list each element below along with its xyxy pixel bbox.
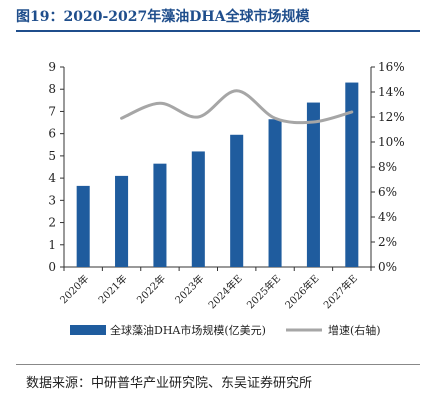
y-right-tick-label: 16% [378,60,405,74]
source-rule [16,364,420,365]
legend-line-label: 增速(右轴) [328,323,381,337]
bar-series [76,82,359,267]
bar [153,163,167,267]
y-left-tick-label: 1 [48,238,56,252]
y-left-tick-label: 5 [48,149,56,163]
x-tick-label: 2025年E [244,272,283,311]
y-left-tick-label: 0 [48,260,56,274]
source-note: 数据来源：中研普华产业研究院、东吴证券研究所 [26,376,313,391]
y-right-tick-label: 6% [378,185,397,199]
y-right-tick-label: 4% [378,210,397,224]
x-tick-label: 2026年E [282,272,321,311]
chart-legend: 全球藻油DHA市场规模(亿美元) 增速(右轴) [70,323,381,337]
y-right-tick-label: 0% [378,260,397,274]
bar [230,134,244,267]
y-left-tick-label: 4 [48,171,56,185]
legend-bar-swatch [70,325,106,335]
x-tick-label: 2022年 [134,272,168,306]
x-tick-label: 2021年 [95,272,129,306]
growth-line-series [120,89,354,125]
y-right-tick-label: 8% [378,160,397,174]
y-left-tick-label: 3 [48,193,56,207]
x-tick-label: 2027年E [321,272,360,311]
bar [191,151,205,267]
y-right-tick-label: 10% [378,135,405,149]
y-left-tick-label: 9 [48,60,56,74]
x-tick-label: 2020年 [57,272,91,306]
y-left-tick-label: 7 [48,104,56,118]
bar [268,119,282,267]
y-right-tick-label: 14% [378,85,405,99]
bar [115,175,129,267]
legend-bar-label: 全球藻油DHA市场规模(亿美元) [110,323,266,337]
y-left-tick-label: 8 [48,82,56,96]
x-tick-label: 2023年 [172,272,206,306]
bar [76,185,90,267]
bar [345,82,359,267]
y-left-tick-label: 6 [48,127,56,141]
title-rule [16,30,420,32]
y-right-tick-label: 2% [378,235,397,249]
figure-title: 图19：2020-2027年藻油DHA全球市场规模 [16,9,310,25]
y-left-tick-label: 2 [48,216,56,230]
y-right-tick-label: 12% [378,110,405,124]
bar [306,102,320,267]
x-tick-label: 2024年E [205,272,244,311]
